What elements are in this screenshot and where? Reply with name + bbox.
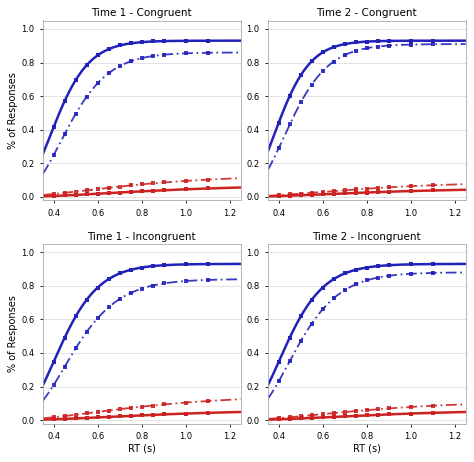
Title: Time 1 - Incongruent: Time 1 - Incongruent [87,231,196,242]
Title: Time 2 - Congruent: Time 2 - Congruent [317,8,417,18]
Y-axis label: % of Responses: % of Responses [9,72,18,149]
Y-axis label: % of Responses: % of Responses [9,295,18,372]
X-axis label: RT (s): RT (s) [353,444,381,454]
Title: Time 1 - Congruent: Time 1 - Congruent [91,8,192,18]
X-axis label: RT (s): RT (s) [128,444,155,454]
Title: Time 2 - Incongruent: Time 2 - Incongruent [312,231,421,242]
